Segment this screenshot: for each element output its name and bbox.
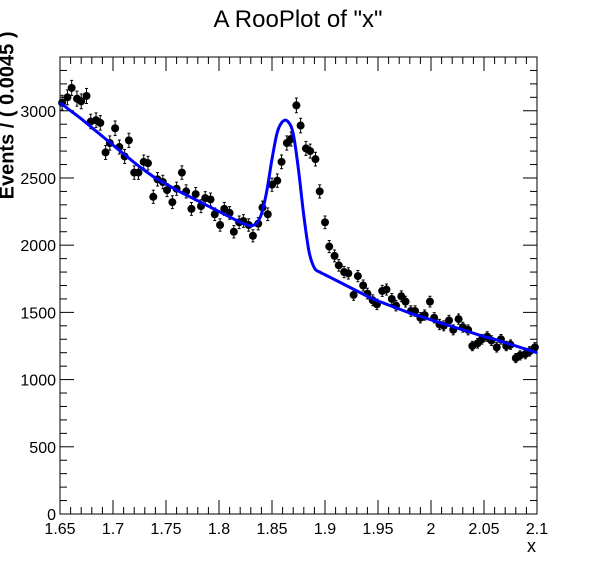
data-point — [263, 210, 272, 219]
data-point — [63, 93, 72, 102]
data-point — [401, 297, 410, 306]
x-tick-label: 1.75 — [150, 521, 181, 538]
data-point — [96, 118, 105, 127]
data-point — [349, 290, 358, 299]
data-point — [210, 210, 219, 219]
data-point — [325, 242, 334, 251]
data-point — [101, 148, 110, 157]
data-point — [229, 227, 238, 236]
x-axis: 1.65 1.7 1.75 1.8 1.85 1.9 1.95 2 2.05 2.1 — [44, 57, 548, 538]
data-point — [321, 218, 329, 227]
y-tick-label: 2500 — [20, 171, 56, 188]
data-point — [492, 343, 501, 352]
data-point — [111, 124, 120, 133]
fit-curve-layer — [59, 101, 538, 355]
data-point — [163, 186, 172, 195]
data-point — [168, 198, 177, 207]
x-tick-label: 1.9 — [314, 521, 336, 538]
x-tick-label: 1.7 — [102, 521, 124, 538]
x-tick-label: 1.85 — [256, 521, 287, 538]
data-point — [530, 343, 539, 352]
data-point — [330, 251, 339, 260]
data-point — [177, 168, 186, 177]
data-point — [306, 147, 315, 156]
data-point — [344, 269, 353, 278]
x-tick-label: 2 — [427, 521, 436, 538]
x-tick-label: 2.1 — [526, 521, 548, 538]
chart-title: A RooPlot of "x" — [213, 6, 383, 33]
y-axis: 0 500 1000 1500 2000 2500 3000 — [20, 56, 537, 524]
y-tick-label: 500 — [29, 440, 56, 457]
data-point — [292, 101, 301, 110]
data-point — [359, 281, 368, 290]
fit-curve — [59, 101, 538, 355]
x-axis-label: x — [527, 536, 536, 556]
data-point — [296, 121, 305, 130]
data-point — [397, 292, 406, 301]
data-point — [315, 187, 324, 196]
y-tick-label: 0 — [47, 507, 56, 524]
data-point — [191, 190, 200, 199]
data-points — [58, 83, 539, 363]
y-tick-label: 2000 — [20, 238, 56, 255]
data-point — [382, 285, 391, 294]
data-point — [248, 231, 257, 240]
data-point — [425, 297, 434, 306]
data-point — [216, 221, 225, 230]
data-point — [206, 195, 215, 204]
x-tick-label: 1.95 — [362, 521, 393, 538]
x-tick-label: 2.05 — [468, 521, 499, 538]
data-point — [387, 294, 396, 303]
data-point — [353, 272, 362, 281]
data-point — [82, 91, 91, 100]
y-tick-label: 1000 — [20, 373, 56, 390]
data-point — [124, 136, 133, 145]
data-point — [454, 315, 463, 324]
x-tick-label: 1.8 — [208, 521, 230, 538]
data-point — [77, 97, 86, 106]
data-point — [143, 159, 152, 168]
data-point — [187, 204, 196, 213]
data-point — [277, 157, 286, 166]
data-point — [445, 316, 454, 325]
data-point — [273, 176, 282, 185]
data-point — [311, 155, 320, 164]
data-point — [134, 168, 143, 177]
x-tick-label: 1.65 — [44, 521, 75, 538]
data-point — [149, 192, 158, 201]
data-point — [67, 83, 76, 92]
y-tick-label: 1500 — [20, 305, 56, 322]
data-point — [334, 261, 343, 270]
y-tick-label: 3000 — [20, 104, 56, 121]
